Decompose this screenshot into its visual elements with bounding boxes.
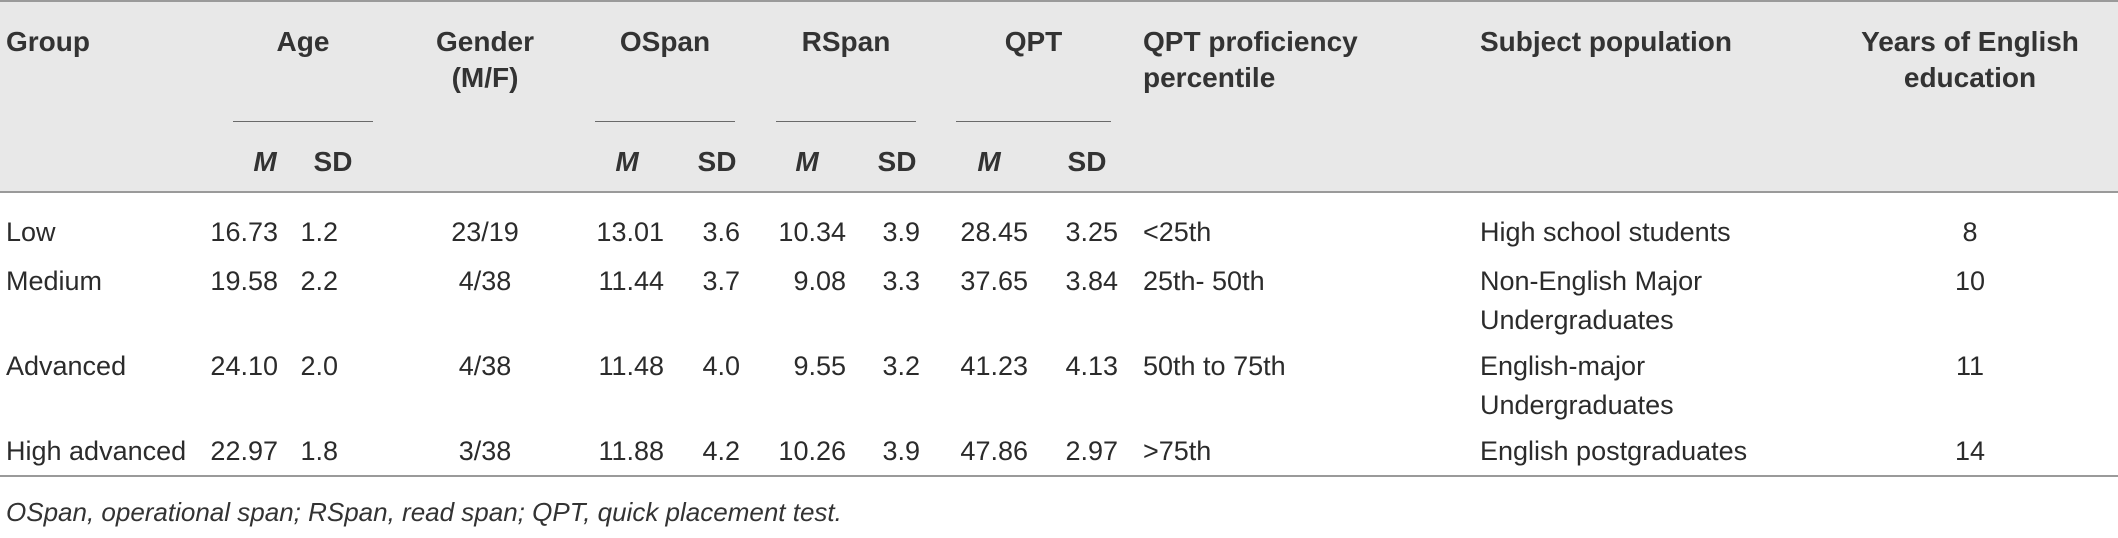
header-age-sd: SD: [313, 146, 353, 177]
cell-rspan-sd: 3.9: [882, 436, 920, 466]
cell-gender: 4/38: [458, 266, 512, 296]
cell-years: 11: [1955, 351, 1985, 381]
header-ospan-m: M: [615, 146, 639, 177]
ospan-span-rule: [595, 121, 735, 122]
cell-qpt-m: 41.23: [960, 351, 1028, 381]
cell-group: Advanced: [6, 351, 127, 381]
cell-age-m: 22.97: [210, 436, 278, 466]
cell-age-sd: 2.2: [300, 266, 338, 296]
cell-ospan-sd: 4.2: [702, 436, 740, 466]
cell-rspan-sd: 3.9: [882, 217, 920, 247]
cell-years: 10: [1954, 266, 1986, 296]
header-age: Age: [276, 26, 330, 57]
cell-rspan-sd: 3.2: [882, 351, 920, 381]
cell-age-m: 24.10: [210, 351, 278, 381]
cell-percentile: >75th: [1143, 436, 1212, 466]
cell-age-m: 16.73: [210, 217, 278, 247]
top-rule: [0, 0, 2118, 2]
header-group: Group: [6, 26, 90, 57]
header-percentile-line1: QPT proficiency: [1143, 26, 1358, 57]
cell-gender: 23/19: [451, 217, 519, 247]
table-bottom-rule: [0, 475, 2118, 477]
cell-age-sd: 1.8: [300, 436, 338, 466]
header-qpt: QPT: [1004, 26, 1063, 57]
header-percentile-line2: percentile: [1143, 62, 1276, 93]
cell-rspan-m: 9.55: [793, 351, 846, 381]
cell-ospan-m: 13.01: [596, 217, 664, 247]
header-gender-line2: (M/F): [451, 62, 519, 93]
header-population: Subject population: [1480, 26, 1732, 57]
cell-qpt-sd: 3.84: [1065, 266, 1118, 296]
rspan-span-rule: [776, 121, 916, 122]
cell-age-m: 19.58: [210, 266, 278, 296]
cell-percentile: 25th- 50th: [1143, 266, 1265, 296]
table-footnote: OSpan, operational span; RSpan, read spa…: [6, 497, 842, 527]
table-header-background: [0, 0, 2118, 191]
cell-population-line2: Undergraduates: [1480, 390, 1674, 420]
cell-qpt-sd: 4.13: [1065, 351, 1118, 381]
cell-population-line1: High school students: [1480, 217, 1731, 247]
cell-group: Low: [6, 217, 56, 247]
cell-ospan-m: 11.48: [598, 351, 664, 381]
cell-qpt-sd: 2.97: [1065, 436, 1118, 466]
cell-gender: 4/38: [458, 351, 512, 381]
cell-years: 8: [1962, 217, 1978, 247]
cell-qpt-m: 37.65: [960, 266, 1028, 296]
cell-population-line2: Undergraduates: [1480, 305, 1674, 335]
header-qpt-m: M: [977, 146, 1001, 177]
header-years-line2: education: [1903, 62, 2037, 93]
header-rspan-sd: SD: [877, 146, 917, 177]
qpt-span-rule: [956, 121, 1111, 122]
cell-gender: 3/38: [458, 436, 512, 466]
header-rspan-m: M: [795, 146, 819, 177]
cell-ospan-sd: 3.7: [702, 266, 740, 296]
header-ospan: OSpan: [619, 26, 711, 57]
cell-group: High advanced: [6, 436, 187, 466]
header-gender-line1: Gender: [435, 26, 535, 57]
cell-percentile: <25th: [1143, 217, 1212, 247]
cell-ospan-sd: 3.6: [702, 217, 740, 247]
cell-age-sd: 2.0: [300, 351, 338, 381]
header-years-line1: Years of English: [1861, 26, 2079, 57]
cell-qpt-m: 47.86: [960, 436, 1028, 466]
header-bottom-rule: [0, 191, 2118, 193]
cell-years: 14: [1954, 436, 1986, 466]
header-qpt-sd: SD: [1067, 146, 1107, 177]
header-age-m: M: [253, 146, 277, 177]
cell-population-line1: English postgraduates: [1480, 436, 1748, 466]
cell-ospan-sd: 4.0: [702, 351, 740, 381]
cell-age-sd: 1.2: [300, 217, 338, 247]
cell-qpt-sd: 3.25: [1065, 217, 1118, 247]
cell-rspan-sd: 3.3: [882, 266, 920, 296]
cell-percentile: 50th to 75th: [1143, 351, 1286, 381]
header-rspan: RSpan: [801, 26, 891, 57]
cell-qpt-m: 28.45: [960, 217, 1028, 247]
cell-population-line1: English-major: [1480, 351, 1646, 381]
cell-ospan-m: 11.88: [598, 436, 664, 466]
cell-population-line1: Non-English Major: [1480, 266, 1703, 296]
cell-rspan-m: 9.08: [793, 266, 846, 296]
cell-group: Medium: [6, 266, 103, 296]
header-ospan-sd: SD: [697, 146, 737, 177]
age-span-rule: [233, 121, 373, 122]
cell-rspan-m: 10.34: [778, 217, 846, 247]
cell-ospan-m: 11.44: [598, 266, 664, 296]
cell-rspan-m: 10.26: [778, 436, 846, 466]
